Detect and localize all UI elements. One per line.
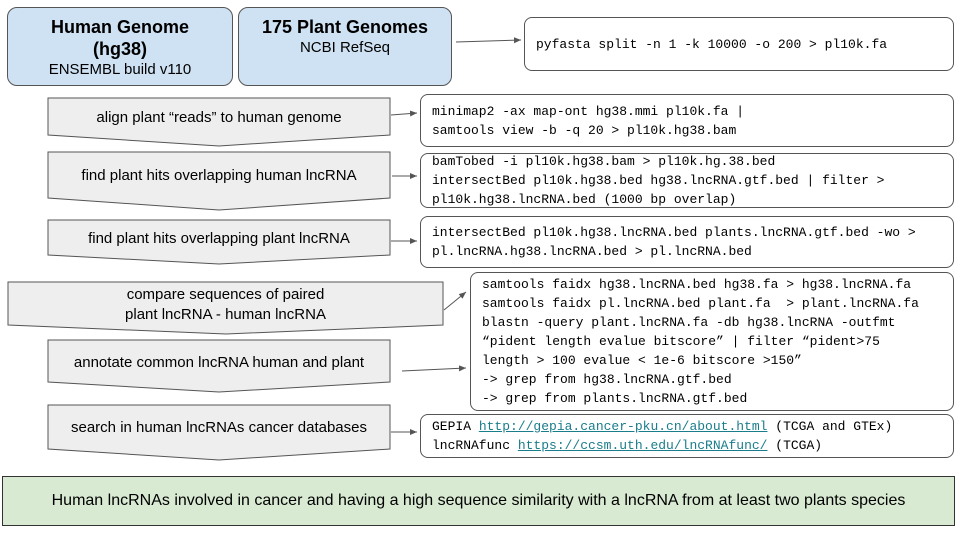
- source-box: 175 Plant Genomes NCBI RefSeq: [238, 7, 452, 86]
- link[interactable]: https://ccsm.uth.edu/lncRNAfunc/: [517, 438, 768, 453]
- step-shape: [47, 404, 391, 461]
- source-subtitle: NCBI RefSeq: [299, 39, 391, 56]
- command-box: intersectBed pl10k.hg38.lncRNA.bed plant…: [420, 216, 954, 268]
- command-line: intersectBed pl10k.hg38.lncRNA.bed plant…: [432, 225, 916, 240]
- step-label: compare sequences of paired plant lncRNA …: [8, 282, 443, 327]
- step-label-line: find plant hits overlapping plant lncRNA: [88, 229, 350, 247]
- command-line: pyfasta split -n 1 -k 10000 -o 200 > pl1…: [536, 36, 888, 52]
- command-box: GEPIA http://gepia.cancer-pku.cn/about.h…: [420, 414, 954, 458]
- step-shape: [47, 151, 391, 211]
- command-text: (TCGA and GTEx): [767, 419, 893, 434]
- command-line: -> grep from hg38.lncRNA.gtf.bed: [482, 372, 732, 387]
- step-label: find plant hits overlapping plant lncRNA: [48, 220, 390, 257]
- step-shape: [7, 281, 444, 335]
- command-line: lncRNAfunc https://ccsm.uth.edu/lncRNAfu…: [432, 436, 953, 455]
- command-line: bamTobed -i pl10k.hg38.bam > pl10k.hg.38…: [432, 154, 776, 169]
- command-line: “pident length evalue bitscore” | filter…: [482, 334, 880, 349]
- step-shape: [47, 219, 391, 265]
- command-line: minimap2 -ax map-ont hg38.mmi pl10k.fa |: [432, 103, 745, 119]
- arrow: [401, 365, 467, 372]
- arrow: [455, 37, 522, 44]
- step-shape: [47, 97, 391, 147]
- source-title: (hg38): [93, 39, 147, 59]
- command-line: blastn -query plant.lncRNA.fa -db hg38.l…: [482, 315, 896, 330]
- command-line: length > 100 evalue < 1e-6 bitscore >150…: [482, 353, 802, 368]
- command-line: samtools faidx pl.lncRNA.bed plant.fa > …: [482, 296, 919, 311]
- link[interactable]: http://gepia.cancer-pku.cn/about.html: [478, 419, 768, 434]
- command-line: -> grep from plants.lncRNA.gtf.bed: [482, 391, 748, 406]
- source-box: Human Genome (hg38) ENSEMBL build v110: [7, 7, 233, 86]
- command-text: lncRNAfunc: [432, 438, 518, 453]
- command-line: intersectBed pl10k.hg38.bed hg38.lncRNA.…: [432, 173, 885, 188]
- source-title: Human Genome: [50, 17, 190, 37]
- source-subtitle: ENSEMBL build v110: [48, 61, 192, 78]
- step-label-line: align plant “reads” to human genome: [96, 109, 342, 126]
- command-line: pl.lncRNA.hg38.lncRNA.bed > pl.lncRNA.be…: [432, 244, 752, 259]
- step-shape: [47, 339, 391, 393]
- command-box: pyfasta split -n 1 -k 10000 -o 200 > pl1…: [524, 17, 954, 71]
- command-line: GEPIA http://gepia.cancer-pku.cn/about.h…: [432, 417, 953, 436]
- command-line: samtools faidx hg38.lncRNA.bed hg38.fa >…: [482, 277, 912, 292]
- command-text: (TCGA): [767, 438, 823, 453]
- step-label-line: compare sequences of paired: [126, 285, 325, 303]
- step-label-line: search in human lncRNAs cancer databases: [71, 419, 367, 436]
- step-label: annotate common lncRNA human and plant: [48, 340, 390, 385]
- command-box: samtools faidx hg38.lncRNA.bed hg38.fa >…: [470, 272, 954, 411]
- command-box: minimap2 -ax map-ont hg38.mmi pl10k.fa |…: [420, 94, 954, 147]
- command-line: samtools view -b -q 20 > pl10k.hg38.bam: [432, 122, 737, 138]
- arrow: [390, 110, 418, 117]
- step-label-line: find plant hits overlapping human lncRNA: [81, 167, 357, 184]
- source-title: 175 Plant Genomes: [261, 17, 429, 37]
- command-line: pl10k.hg38.lncRNA.bed (1000 bp overlap): [432, 192, 737, 207]
- step-label: find plant hits overlapping human lncRNA: [48, 152, 390, 200]
- command-box: bamTobed -i pl10k.hg38.bam > pl10k.hg.38…: [420, 153, 954, 208]
- step-label: search in human lncRNAs cancer databases: [48, 405, 390, 451]
- step-label-line: plant lncRNA - human lncRNA: [125, 305, 326, 323]
- command-text: GEPIA: [432, 419, 479, 434]
- step-label: align plant “reads” to human genome: [48, 98, 390, 138]
- step-label-line: annotate common lncRNA human and plant: [73, 353, 365, 371]
- result-box: Human lncRNAs involved in cancer and hav…: [2, 476, 955, 526]
- arrow: [443, 291, 467, 311]
